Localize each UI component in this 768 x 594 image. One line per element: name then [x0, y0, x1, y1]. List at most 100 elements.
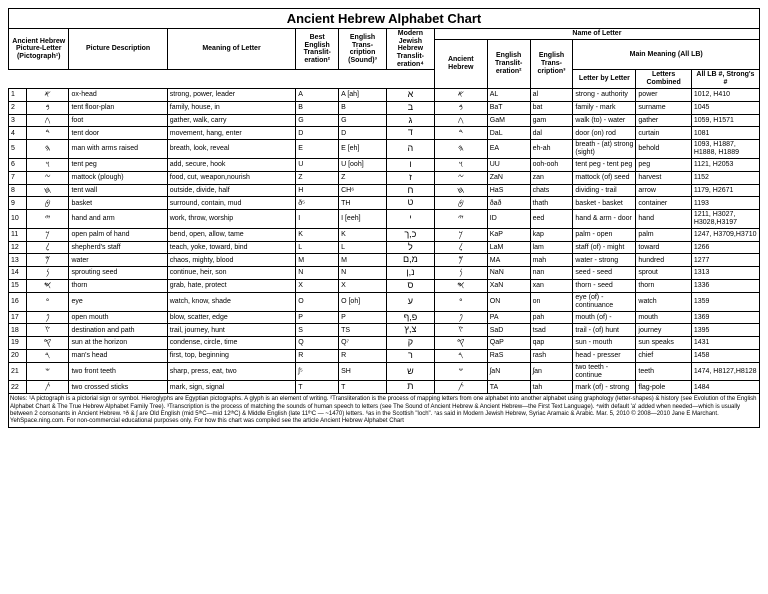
table-row: 11𐤊open palm of handbend, open, allow, t… — [9, 228, 760, 241]
mm-combined: behold — [636, 140, 691, 158]
meaning: breath, look, reveal — [167, 140, 296, 158]
meaning: teach, yoke, toward, bind — [167, 241, 296, 254]
ancient-hebrew: 𐤄 — [434, 140, 487, 158]
table-row: 15𐤎thorngrab, hate, protectXXס𐤎XaNxantho… — [9, 280, 760, 293]
eng-heb: HaS — [487, 184, 530, 197]
eng-heb: MA — [487, 254, 530, 267]
eng-tr: lam — [530, 241, 573, 254]
meaning: food, cut, weapon,nourish — [167, 171, 296, 184]
row-num: 1 — [9, 88, 27, 101]
row-num: 21 — [9, 363, 27, 381]
mm-strongs: 1045 — [691, 101, 759, 114]
hdr-eng-heb: English Translit-eration² — [487, 39, 530, 88]
english-sound: M — [339, 254, 387, 267]
english-sound: A [ah] — [339, 88, 387, 101]
mm-combined: sun speaks — [636, 337, 691, 350]
mm-letterby: walk (to) - water — [573, 114, 636, 127]
row-num: 6 — [9, 158, 27, 171]
english-sound: G — [339, 114, 387, 127]
row-num: 13 — [9, 254, 27, 267]
pictograph: 𐤇 — [26, 184, 69, 197]
table-row: 17𐤐open mouthblow, scatter, edgePPפ,ף𐤐PA… — [9, 311, 760, 324]
eng-heb: ZaN — [487, 171, 530, 184]
eng-tr: rash — [530, 350, 573, 363]
pictograph: 𐤁 — [26, 101, 69, 114]
best-english: D — [296, 127, 339, 140]
modern-hebrew: כ,ך — [386, 228, 434, 241]
eng-tr: ʃan — [530, 363, 573, 381]
hdr-english-sound: English Trans-cription (Sound)³ — [339, 29, 387, 70]
ancient-hebrew: 𐤈 — [434, 197, 487, 210]
row-num: 9 — [9, 197, 27, 210]
mm-combined: teeth — [636, 363, 691, 381]
picture-desc: basket — [69, 197, 167, 210]
meaning: movement, hang, enter — [167, 127, 296, 140]
picture-desc: tent peg — [69, 158, 167, 171]
picture-desc: man's head — [69, 350, 167, 363]
eng-tr: on — [530, 293, 573, 311]
mm-letterby: mattock (of) seed — [573, 171, 636, 184]
row-num: 16 — [9, 293, 27, 311]
mm-combined: flag-pole — [636, 381, 691, 394]
hdr-picture-desc: Picture Description — [69, 29, 167, 70]
row-num: 18 — [9, 324, 27, 337]
meaning: work, throw, worship — [167, 210, 296, 228]
row-num: 8 — [9, 184, 27, 197]
modern-hebrew: צ,ץ — [386, 324, 434, 337]
picture-desc: two front teeth — [69, 363, 167, 381]
meaning: sharp, press, eat, two — [167, 363, 296, 381]
mm-combined: hundred — [636, 254, 691, 267]
mm-strongs: 1369 — [691, 311, 759, 324]
table-row: 20𐤓man's headfirst, top, beginningRRר𐤓Ra… — [9, 350, 760, 363]
mm-letterby: dividing - trail — [573, 184, 636, 197]
mm-letterby: mark (of) - strong — [573, 381, 636, 394]
meaning: condense, circle, time — [167, 337, 296, 350]
table-row: 4𐤃tent doormovement, hang, enterDDד𐤃DaLd… — [9, 127, 760, 140]
ancient-hebrew: 𐤃 — [434, 127, 487, 140]
meaning: blow, scatter, edge — [167, 311, 296, 324]
mm-strongs: 1266 — [691, 241, 759, 254]
table-row: 13𐤌waterchaos, mighty, bloodMMמ,ם𐤌MAmahw… — [9, 254, 760, 267]
modern-hebrew: ה — [386, 140, 434, 158]
mm-combined: mouth — [636, 311, 691, 324]
ancient-hebrew: 𐤎 — [434, 280, 487, 293]
mm-letterby: mouth (of) - — [573, 311, 636, 324]
best-english: ʃ⁵ — [296, 363, 339, 381]
eng-heb: QaP — [487, 337, 530, 350]
pictograph: 𐤍 — [26, 267, 69, 280]
hdr-main-meaning: Main Meaning (All LB) — [573, 39, 760, 70]
mm-combined: sprout — [636, 267, 691, 280]
mm-strongs: 1179, H2671 — [691, 184, 759, 197]
pictograph: 𐤃 — [26, 127, 69, 140]
english-sound: TS — [339, 324, 387, 337]
english-sound: L — [339, 241, 387, 254]
mm-strongs: 1484 — [691, 381, 759, 394]
table-row: 8𐤇tent walloutside, divide, halfHCH⁶ח𐤇Ha… — [9, 184, 760, 197]
table-row: 21𐤔two front teethsharp, press, eat, two… — [9, 363, 760, 381]
mm-strongs: 1193 — [691, 197, 759, 210]
mm-strongs: 1247, H3709,H3710 — [691, 228, 759, 241]
ancient-hebrew: 𐤓 — [434, 350, 487, 363]
eng-tr: bat — [530, 101, 573, 114]
eng-tr: al — [530, 88, 573, 101]
picture-desc: thorn — [69, 280, 167, 293]
mm-letterby: head - presser — [573, 350, 636, 363]
mm-strongs: 1012, H410 — [691, 88, 759, 101]
mm-letterby: thorn - seed — [573, 280, 636, 293]
ancient-hebrew: 𐤊 — [434, 228, 487, 241]
picture-desc: hand and arm — [69, 210, 167, 228]
eng-heb: UU — [487, 158, 530, 171]
mm-combined: surname — [636, 101, 691, 114]
alphabet-table: Ancient Hebrew Picture-Letter (Pictograp… — [8, 28, 760, 394]
ancient-hebrew: 𐤇 — [434, 184, 487, 197]
row-num: 14 — [9, 267, 27, 280]
english-sound: P — [339, 311, 387, 324]
eng-tr: mah — [530, 254, 573, 267]
mm-combined: arrow — [636, 184, 691, 197]
eng-tr: gam — [530, 114, 573, 127]
picture-desc: man with arms raised — [69, 140, 167, 158]
best-english: I — [296, 210, 339, 228]
meaning: continue, heir, son — [167, 267, 296, 280]
row-num: 10 — [9, 210, 27, 228]
row-num: 3 — [9, 114, 27, 127]
